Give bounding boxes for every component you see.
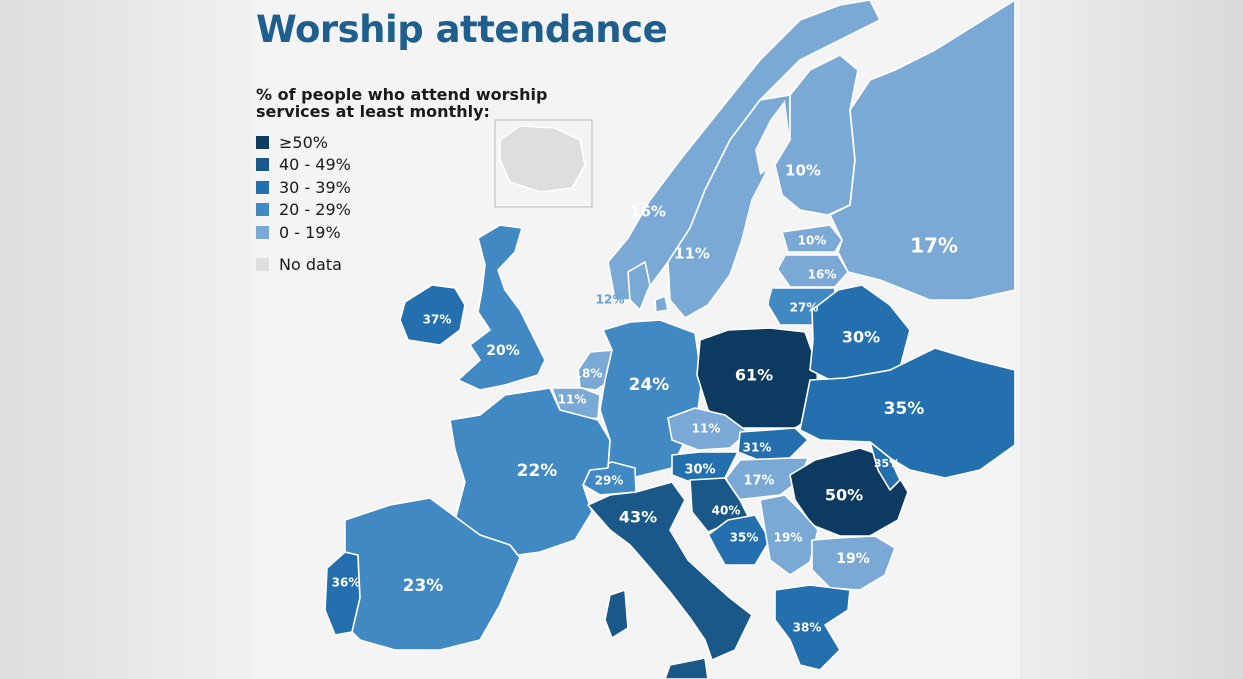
legend-label: 0 - 19%: [279, 222, 341, 242]
country-russia: [829, 0, 1016, 301]
country-iceland: [499, 125, 586, 193]
legend-label: 30 - 39%: [279, 177, 351, 197]
legend-item: 0 - 19%: [256, 221, 351, 244]
country-ireland: [399, 284, 466, 346]
legend-swatch: [256, 135, 269, 149]
country-italy: [664, 657, 709, 679]
legend-item: ≥50%: [256, 131, 351, 154]
label-sweden: 11%: [674, 245, 710, 263]
country-denmark: [627, 261, 651, 311]
label-poland: 61%: [735, 366, 773, 385]
label-united-kingdom: 20%: [486, 343, 520, 359]
adriatic-sea: [670, 480, 745, 598]
label-bosnia: 35%: [730, 531, 759, 545]
legend-label: 40 - 49%: [279, 155, 351, 175]
label-romania: 50%: [825, 486, 863, 505]
country-italy: [604, 589, 629, 639]
label-croatia: 40%: [712, 504, 741, 518]
label-belgium: 11%: [558, 393, 587, 407]
legend-swatch: [256, 203, 269, 217]
label-moldova: 35%: [874, 457, 900, 470]
country-ukraine: [799, 347, 1016, 479]
label-belarus: 30%: [842, 328, 880, 347]
subtitle-line: services at least monthly:: [256, 102, 490, 121]
label-greece: 38%: [793, 621, 822, 635]
label-serbia: 19%: [774, 531, 803, 545]
label-switzerland: 29%: [595, 474, 624, 488]
legend-label: ≥50%: [279, 132, 328, 152]
background-left-strip: [0, 0, 250, 679]
legend-label: No data: [279, 255, 342, 275]
label-austria: 30%: [684, 463, 715, 478]
legend-subtitle: % of people who attend worship services …: [256, 86, 556, 120]
label-czech-republic: 11%: [692, 422, 721, 436]
country-spain: [344, 497, 521, 651]
label-portugal: 36%: [332, 576, 361, 590]
label-ukraine: 35%: [884, 399, 925, 419]
legend-item-no-data: No data: [256, 254, 351, 277]
label-italy: 43%: [619, 508, 657, 527]
label-finland: 10%: [785, 162, 821, 180]
country-moldova: [869, 441, 901, 491]
background-right-strip: [1013, 0, 1243, 679]
label-russia: 17%: [910, 234, 958, 258]
legend-swatch: [256, 258, 269, 272]
label-slovakia: 31%: [743, 441, 772, 455]
label-netherlands: 18%: [574, 367, 603, 381]
label-hungary: 17%: [743, 474, 774, 489]
legend-label: 20 - 29%: [279, 200, 351, 220]
legend-item: 40 - 49%: [256, 154, 351, 177]
label-denmark: 12%: [596, 293, 625, 307]
legend: ≥50% 40 - 49% 30 - 39% 20 - 29% 0 - 19% …: [256, 131, 351, 276]
country-denmark: [654, 295, 669, 313]
country-serbia: [759, 494, 819, 576]
label-germany: 24%: [629, 375, 670, 395]
label-lithuania: 27%: [790, 301, 819, 315]
legend-swatch: [256, 180, 269, 194]
legend-swatch: [256, 225, 269, 239]
label-bulgaria: 19%: [836, 551, 870, 567]
country-greece: [774, 584, 851, 671]
gulf-of-bothnia: [755, 100, 790, 175]
legend-swatch: [256, 158, 269, 172]
subtitle-line: % of people who attend worship: [256, 85, 548, 104]
legend-item: 30 - 39%: [256, 176, 351, 199]
label-ireland: 37%: [423, 313, 452, 327]
country-bulgaria: [811, 535, 896, 591]
country-united-kingdom: [457, 224, 546, 391]
label-estonia: 10%: [798, 234, 827, 248]
europe-map: 16% 11% 10% 10% 16% 27% 17% 12% 37% 20% 18% 11% 24% 6…: [324, 0, 1016, 679]
baltic-sea: [725, 165, 800, 312]
label-norway: 16%: [630, 203, 666, 221]
label-spain: 23%: [403, 576, 444, 596]
label-latvia: 16%: [808, 268, 837, 282]
map-panel: 16% 11% 10% 10% 16% 27% 17% 12% 37% 20% 18% 11% 24% 6…: [250, 0, 1020, 679]
map-title: Worship attendance: [256, 8, 668, 51]
label-france: 22%: [517, 461, 558, 481]
legend-item: 20 - 29%: [256, 199, 351, 222]
